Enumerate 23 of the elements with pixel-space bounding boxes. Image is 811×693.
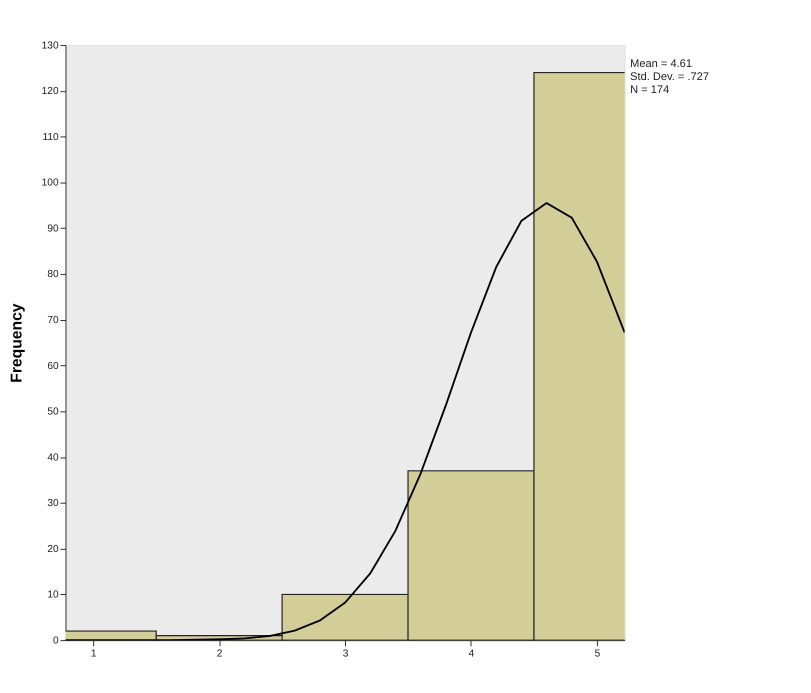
- x-tick-label: 2: [216, 648, 223, 660]
- x-tick-label: 3: [342, 648, 349, 660]
- y-tick-label: 130: [42, 40, 59, 52]
- text: Mean = 4.61: [630, 58, 692, 70]
- text: Std. Dev. = .727: [630, 71, 709, 84]
- y-tick-label: 30: [47, 498, 59, 510]
- y-tick-label: 80: [47, 269, 59, 280]
- y-tick-label: 70: [47, 314, 59, 326]
- y-tick-label: 110: [42, 132, 59, 143]
- x-tick-label: 5: [594, 648, 601, 660]
- y-tick-label: 0: [52, 635, 59, 646]
- text: N = 174: [630, 84, 670, 96]
- y-tick-label: 10: [47, 590, 59, 601]
- x-tick-label: 1: [90, 648, 97, 660]
- y-tick-label: 50: [47, 406, 59, 418]
- y-tick-label: 100: [42, 178, 59, 189]
- y-tick-label: 90: [47, 223, 59, 234]
- y-tick-label: 60: [47, 360, 59, 372]
- y-tick-label: 120: [42, 86, 59, 98]
- x-tick-label: 4: [468, 648, 475, 660]
- y-tick-label: 40: [47, 452, 59, 464]
- y-tick-label: 20: [47, 544, 59, 555]
- y-axis-title: Frequency: [8, 303, 26, 383]
